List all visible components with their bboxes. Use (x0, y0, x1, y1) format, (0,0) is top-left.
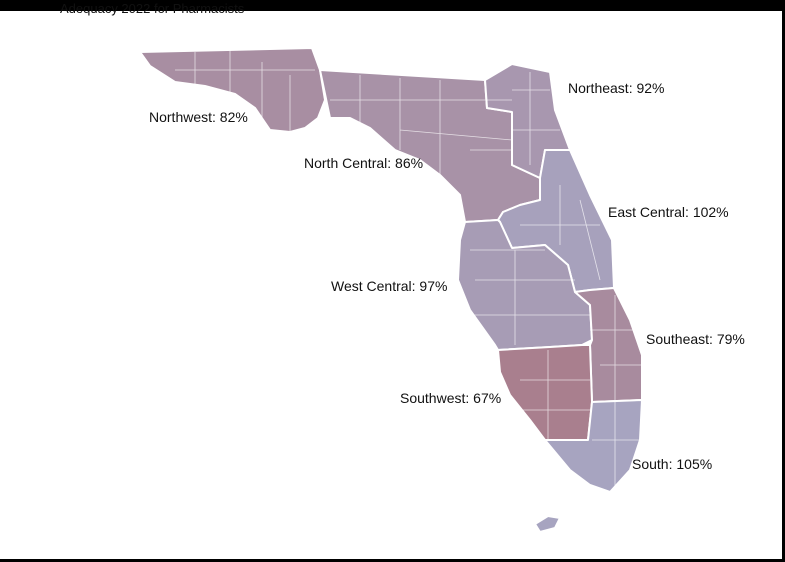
region-south (544, 399, 643, 493)
region-southwest (497, 344, 593, 441)
region-label-north-central: North Central: 86% (304, 155, 424, 171)
right-frame-bar (782, 0, 785, 562)
map-title: Adequacy 2022 for Pharmacists (60, 1, 245, 16)
region-label-northeast: Northeast: 92% (568, 80, 665, 96)
region-label-west-central: West Central: 97% (331, 278, 448, 294)
region-label-east-central: East Central: 102% (608, 204, 729, 220)
region-south-keys (534, 515, 561, 533)
county-lines (175, 50, 642, 488)
region-label-northwest: Northwest: 82% (149, 109, 248, 125)
region-label-southwest: Southwest: 67% (400, 390, 502, 406)
top-frame-bar (0, 0, 785, 11)
region-label-southeast: Southeast: 79% (646, 331, 745, 347)
bottom-frame-bar (0, 559, 785, 562)
region-label-south: South: 105% (632, 456, 713, 472)
